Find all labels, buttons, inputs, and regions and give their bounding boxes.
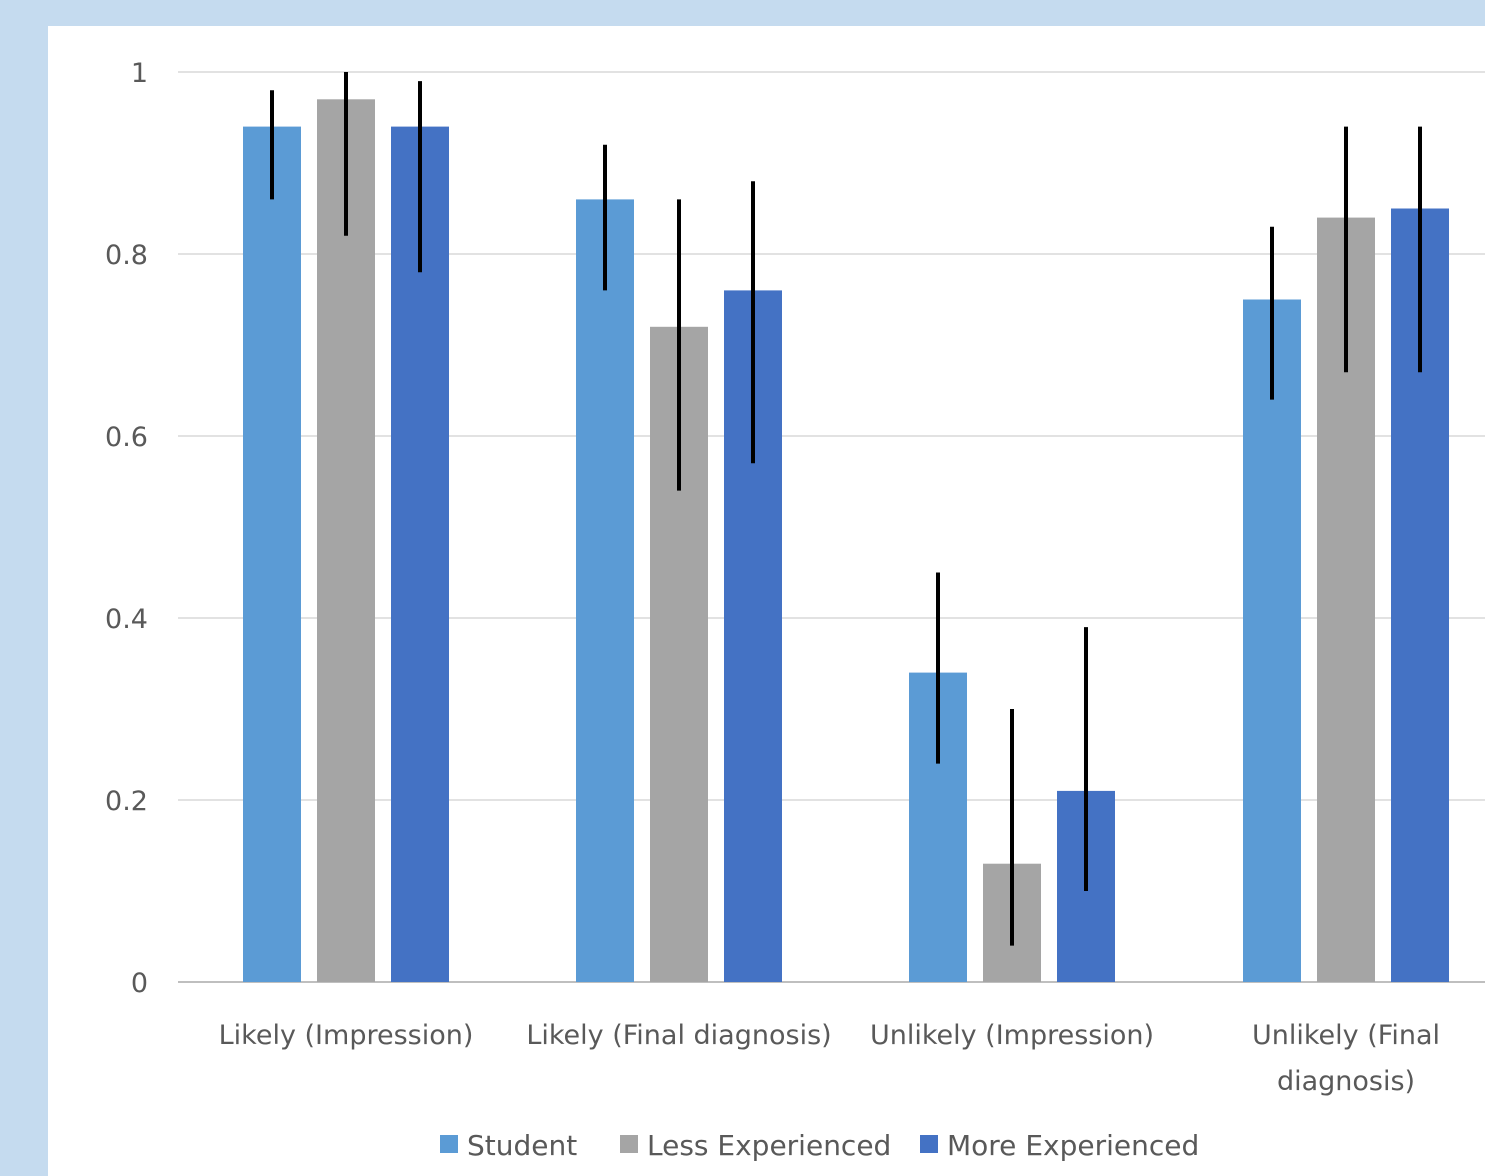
y-tick-label-0: 0 [131,968,148,999]
chart-panel: 0 0.2 0.4 0.6 0.8 1 Likely (Impression) Likely… [48,26,1485,1176]
bar-student-1 [576,199,634,982]
bar-student-3 [1243,299,1301,982]
category-label-line: Likely (Impression) [219,1020,474,1051]
y-tick-label-0.6: 0.6 [105,422,148,453]
category-labels: Likely (Impression) Likely (Final diagnos… [219,1020,1440,1097]
legend-label-student: Student [467,1129,577,1162]
y-tick-label-1: 1 [131,58,148,89]
legend: Student Less Experienced More Experienced [440,1129,1199,1162]
category-label-line: Unlikely (Final [1252,1020,1440,1051]
category-label-2: Unlikely (Impression) [870,1020,1154,1051]
bar-chart: 00.20.40.60.81 Likely (Impression) Likely… [105,58,1485,1162]
bar-less-experienced-0 [317,99,375,983]
category-label-1: Likely (Final diagnosis) [526,1020,831,1051]
category-label-line: diagnosis) [1277,1066,1415,1097]
category-label-line: Likely (Final diagnosis) [526,1020,831,1051]
category-label-0: Likely (Impression) [219,1020,474,1051]
error-bars [270,72,1422,946]
category-label-line: Unlikely (Impression) [870,1020,1154,1051]
legend-label-less-experienced: Less Experienced [647,1129,891,1162]
legend-swatch-less-experienced [620,1135,638,1153]
legend-swatch-more-experienced [920,1135,938,1153]
legend-swatch-student [440,1135,458,1153]
y-tick-label-0.8: 0.8 [105,240,148,271]
y-tick-label-0.4: 0.4 [105,604,148,635]
y-axis-tick-labels: 0 0.2 0.4 0.6 0.8 1 [105,58,148,999]
bar-student-0 [243,126,301,983]
y-tick-label-0.2: 0.2 [105,786,148,817]
bars [243,99,1449,983]
category-label-3: Unlikely (Final diagnosis) [1252,1020,1440,1097]
legend-label-more-experienced: More Experienced [947,1129,1199,1162]
